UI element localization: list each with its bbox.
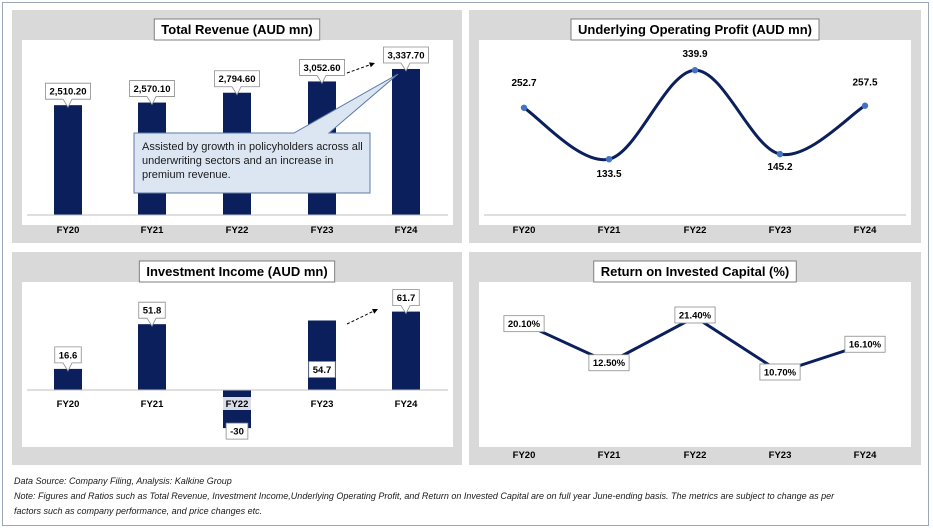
x-tick-label: FY23 [769, 450, 792, 461]
data-point [520, 104, 528, 111]
data-label: 16.10% [849, 340, 882, 351]
x-tick-label: FY22 [684, 225, 707, 236]
data-label-box [225, 422, 249, 440]
x-tick-label: FY22 [226, 399, 249, 410]
data-label: 339.9 [682, 49, 707, 60]
data-label-callout [392, 289, 420, 315]
data-label-box [588, 354, 630, 372]
chart-title-box [153, 18, 321, 41]
data-label-callout [54, 346, 82, 372]
chart-title-box [570, 18, 820, 41]
footer-note-continued: factors such as company performance, and… [14, 506, 263, 516]
bar [138, 324, 166, 390]
data-label-callout [214, 70, 260, 96]
data-label: 2,570.10 [134, 84, 171, 95]
x-tick-label: FY21 [141, 225, 164, 236]
footer: Data Source: Company Filing, Analysis: K… [14, 474, 919, 519]
data-label-box [503, 315, 545, 333]
x-tick-label: FY24 [395, 399, 418, 410]
chart-title: Investment Income (AUD mn) [146, 264, 327, 279]
data-label-callout [45, 82, 91, 108]
data-label-callout [138, 301, 166, 327]
trend-arrow-head [372, 309, 378, 314]
x-tick-label: FY21 [598, 225, 621, 236]
data-label-box [674, 306, 716, 324]
income-chart: Investment Income (AUD mn) FY20 FY21 FY22 FY… [22, 260, 453, 447]
data-label-box [759, 363, 801, 381]
x-tick-label: FY22 [684, 450, 707, 461]
data-point [776, 150, 784, 158]
data-label: 20.10% [508, 319, 541, 330]
x-tick-label: FY20 [513, 225, 536, 236]
roic-chart: Return on Invested Capital (%) 20.10% 12.5… [479, 260, 911, 461]
data-label: 51.8 [143, 306, 162, 317]
data-label: 61.7 [397, 293, 416, 304]
data-label: -30 [230, 427, 244, 438]
bar [308, 320, 336, 390]
trend-arrow-line [346, 308, 379, 325]
x-tick-label: FY22 [226, 225, 249, 236]
data-label: 3,337.70 [388, 50, 425, 61]
data-label: 2,510.20 [50, 87, 87, 98]
chart-title-box [138, 260, 336, 283]
data-point [691, 66, 699, 74]
x-tick-label: FY20 [57, 225, 80, 236]
profit-chart-panel: Underlying Operating Profit (AUD mn) 252.… [469, 10, 921, 243]
bar [392, 68, 420, 216]
data-label-box [844, 335, 886, 353]
bar [54, 105, 82, 215]
chart-title-box [593, 260, 797, 283]
data-label: 252.7 [511, 78, 536, 89]
data-label: 10.70% [764, 368, 797, 379]
annotation-text: Assisted by growth in policyholders acro… [142, 141, 363, 181]
data-label: 145.2 [767, 162, 792, 173]
profit-chart: Underlying Operating Profit (AUD mn) 252.… [479, 18, 911, 236]
data-label: 2,794.60 [219, 74, 256, 85]
footer-source: Data Source: Company Filing, Analysis: K… [14, 476, 232, 486]
chart-title: Return on Invested Capital (%) [601, 264, 790, 279]
data-label: 3,052.60 [304, 63, 341, 74]
x-tick-label: FY23 [769, 225, 792, 236]
x-tick-label: FY24 [854, 225, 877, 236]
data-label: 257.5 [852, 78, 877, 89]
data-label: 54.7 [313, 365, 332, 376]
data-label-box [308, 361, 336, 378]
data-label-callout [129, 80, 175, 106]
bar [392, 311, 420, 390]
x-tick-label: FY21 [598, 450, 621, 461]
x-tick-label: FY24 [395, 225, 418, 236]
bar [54, 368, 82, 390]
roic-chart-panel: Return on Invested Capital (%) 20.10% 12.5… [469, 252, 921, 465]
x-tick-label-bg [223, 397, 251, 410]
data-label-callout [383, 46, 429, 72]
footer-note: Note: Figures and Ratios such as Total R… [14, 491, 835, 501]
x-tick-label: FY21 [141, 399, 164, 410]
x-tick-label: FY23 [311, 399, 334, 410]
trend-arrow-head [369, 62, 375, 68]
x-tick-label: FY24 [854, 450, 877, 461]
data-label: 16.6 [59, 350, 78, 361]
annotation-callout [133, 73, 399, 194]
x-tick-label: FY20 [57, 399, 80, 410]
revenue-chart: Total Revenue (AUD mn) FY20 FY21 FY22 FY23 FY… [22, 18, 453, 236]
revenue-chart-panel: Total Revenue (AUD mn) FY20 FY21 FY22 FY23 FY… [12, 10, 462, 243]
data-label: 21.40% [679, 311, 712, 322]
data-label: 12.50% [593, 358, 626, 369]
chart-title: Underlying Operating Profit (AUD mn) [578, 22, 812, 37]
data-label: 133.5 [596, 169, 621, 180]
data-point [605, 155, 613, 163]
x-tick-label: FY23 [311, 225, 334, 236]
data-label-callout [299, 59, 345, 85]
x-tick-label: FY20 [513, 450, 536, 461]
income-chart-panel: Investment Income (AUD mn) FY20 FY21 FY22 FY… [12, 252, 462, 465]
data-point [861, 102, 869, 109]
chart-title: Total Revenue (AUD mn) [161, 22, 312, 37]
